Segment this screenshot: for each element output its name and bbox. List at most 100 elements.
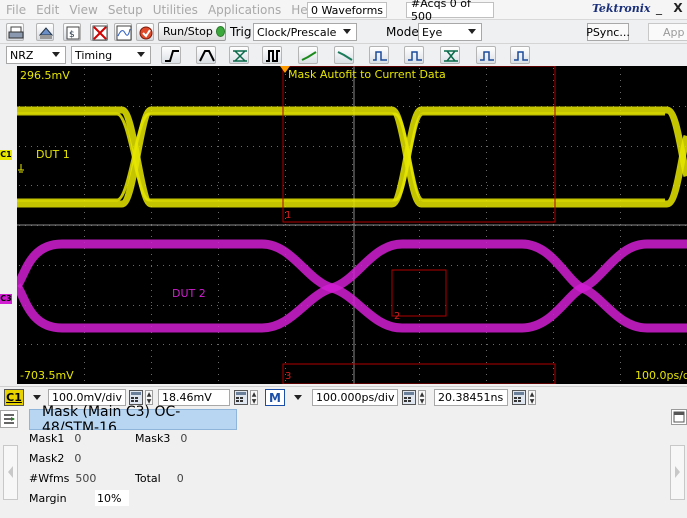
chevron-down-icon: [468, 29, 476, 34]
eye-height-icon[interactable]: [440, 46, 460, 64]
mask-results-body: [24, 430, 238, 518]
mask3-label: Mask3: [135, 431, 171, 445]
autoset-icon[interactable]: $: [63, 23, 81, 41]
calculator-icon[interactable]: [129, 390, 143, 405]
mask-results-table: Mask1 0 Mask3 0 Mask2 0 #Wfms 500 Total …: [29, 430, 237, 510]
mask-region-2[interactable]: [391, 269, 447, 317]
default-setup-icon[interactable]: [136, 23, 154, 41]
margin-label: Margin: [29, 491, 67, 505]
run-stop-button[interactable]: Run/Stop: [158, 22, 226, 41]
channel-3-marker[interactable]: C3: [0, 294, 12, 304]
frequency-icon[interactable]: [404, 46, 424, 64]
rise-time-icon[interactable]: [161, 46, 181, 64]
mask-regions: [282, 66, 556, 384]
wfms-row: #Wfms 500: [29, 470, 96, 486]
math-button[interactable]: M: [265, 389, 285, 406]
menu-view[interactable]: View: [69, 2, 98, 17]
period-icon[interactable]: [369, 46, 389, 64]
eye-width-icon[interactable]: [510, 46, 530, 64]
menu-edit[interactable]: Edit: [36, 2, 60, 17]
channel-marker-gutter: [0, 66, 17, 384]
vertical-scale-spinner[interactable]: ▲ ▼: [145, 390, 153, 405]
mode-value: Eye: [422, 25, 443, 39]
mask-region-1[interactable]: [282, 66, 556, 223]
mask2-label: Mask2: [29, 451, 65, 465]
mask2-row: Mask2 0: [29, 450, 81, 466]
mask1-label: Mask1: [29, 431, 65, 445]
mask-region-2-label: 2: [394, 311, 401, 322]
scale-control-bar: C1 100.0mV/div ▲ ▼ 18.46mV ▲ ▼ M 100.000ps…: [0, 386, 687, 408]
calculator-icon[interactable]: [402, 390, 416, 405]
next-page-button[interactable]: [670, 445, 685, 500]
graticule: [17, 66, 687, 384]
channel-1-marker[interactable]: C1: [0, 150, 12, 160]
total-row: Total 0: [135, 470, 184, 486]
channel-1-ground-icon: [18, 164, 24, 173]
eye-crossing-icon[interactable]: [229, 46, 249, 64]
falling-edge-icon[interactable]: [334, 46, 354, 64]
main-toolbar: $ Run/Stop Trig Clock/Prescale Mode Eye …: [0, 20, 687, 44]
clear-data-icon[interactable]: [90, 23, 108, 41]
horizontal-position-field[interactable]: 20.38451ns: [434, 389, 508, 406]
svg-text:$: $: [69, 30, 75, 40]
jitter-icon[interactable]: [476, 46, 496, 64]
fall-time-icon[interactable]: [196, 46, 216, 64]
close-button[interactable]: X: [673, 1, 683, 15]
mask-results-title[interactable]: Mask (Main C3) OC-48/STM-16: [29, 404, 237, 436]
total-value: 0: [176, 471, 184, 485]
run-stop-label: Run/Stop: [163, 25, 213, 38]
measurement-type-value: Timing: [75, 48, 113, 62]
channel-3-eye-trace: [17, 239, 687, 333]
channel-3-label: DUT 2: [172, 287, 206, 300]
chevron-down-icon: [343, 29, 351, 34]
previous-page-button[interactable]: [3, 445, 18, 500]
calculator-icon[interactable]: [234, 390, 248, 405]
top-voltage-label: 296.5mV: [20, 69, 70, 82]
trigger-source-value: Clock/Prescale: [257, 25, 337, 39]
waveform-canvas: [17, 66, 687, 384]
run-indicator-icon: [215, 26, 225, 37]
psync-button[interactable]: PSync...: [586, 23, 630, 41]
trigger-position-icon[interactable]: [280, 66, 290, 73]
chevron-down-icon: [137, 52, 145, 57]
wfms-value: 500: [75, 471, 97, 485]
horizontal-scale-field[interactable]: 100.000ps/div: [312, 389, 398, 406]
mode-select[interactable]: Eye: [418, 23, 482, 41]
rising-edge-icon[interactable]: [298, 46, 318, 64]
channel-dropdown-button[interactable]: [29, 389, 45, 406]
pulse-width-icon[interactable]: [262, 46, 282, 64]
horizontal-scale-spinner[interactable]: ▲ ▼: [418, 390, 426, 405]
print-icon[interactable]: [6, 23, 24, 41]
measurement-type-select[interactable]: Timing: [71, 46, 151, 64]
menu-utilities[interactable]: Utilities: [152, 2, 198, 17]
mask-region-1-label: 1: [285, 210, 292, 221]
signal-type-value: NRZ: [10, 48, 34, 62]
channel-1-eye-trace: [17, 106, 687, 208]
expand-panel-icon[interactable]: [0, 410, 18, 428]
vertical-offset-field[interactable]: 18.46mV: [158, 389, 230, 406]
signal-type-select[interactable]: NRZ: [6, 46, 66, 64]
menu-setup[interactable]: Setup: [107, 2, 143, 17]
mask3-value: 0: [180, 431, 188, 445]
app-button[interactable]: App: [648, 23, 687, 41]
horizontal-position-spinner[interactable]: ▲ ▼: [528, 390, 536, 405]
waveform-display[interactable]: 296.5mV -703.5mV 100.0ps/div Mask Autofi…: [17, 66, 687, 384]
total-label: Total: [135, 471, 161, 485]
waveform-db-icon[interactable]: [114, 23, 132, 41]
margin-input[interactable]: 10%: [95, 490, 129, 506]
minimize-button[interactable]: _: [656, 1, 662, 15]
vertical-offset-spinner[interactable]: ▲ ▼: [250, 390, 258, 405]
menu-file[interactable]: File: [6, 2, 27, 17]
save-icon[interactable]: [36, 23, 54, 41]
wfms-label: #Wfms: [29, 471, 70, 485]
mask-region-3[interactable]: [282, 363, 556, 384]
mask2-value: 0: [74, 451, 82, 465]
menu-applications[interactable]: Applications: [207, 2, 282, 17]
calculator-icon[interactable]: [512, 390, 526, 405]
math-dropdown-button[interactable]: [290, 389, 306, 406]
channel-select-button[interactable]: C1: [4, 389, 24, 406]
trigger-source-select[interactable]: Clock/Prescale: [253, 23, 357, 41]
vertical-scale-field[interactable]: 100.0mV/div: [48, 389, 126, 406]
panel-window-icon[interactable]: [671, 409, 687, 425]
bottom-voltage-label: -703.5mV: [20, 369, 74, 382]
